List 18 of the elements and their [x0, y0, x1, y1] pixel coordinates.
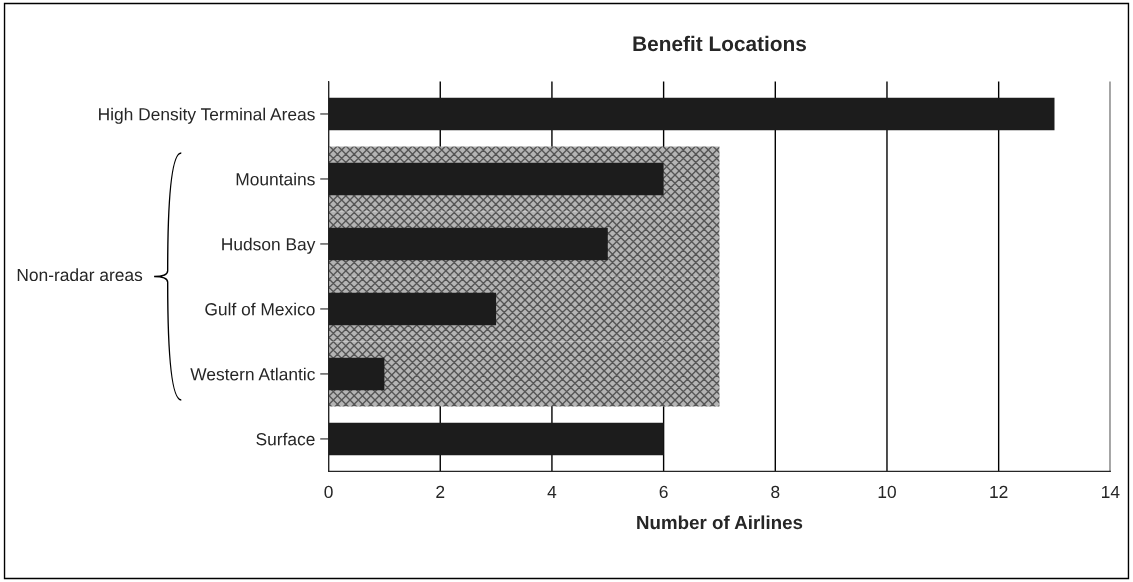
x-tick-label: 12 [990, 485, 1008, 498]
x-tick-label: 10 [878, 485, 896, 499]
y-tick-label: Gulf of Mexico [205, 302, 315, 316]
bar [328, 341, 720, 407]
y-tick-label: Hudson Bay [222, 237, 316, 254]
x-tick-label: 8 [771, 485, 780, 499]
y-tick-label: Western Atlantic [190, 367, 315, 381]
x-tick-label: 6 [659, 485, 668, 499]
x-tick-label: 14 [1102, 485, 1120, 498]
chart-title: Benefit Locations [633, 35, 806, 52]
text: Non-radar areas [17, 268, 143, 282]
x-tick-label: 2 [436, 485, 445, 498]
x-tick-label: 0 [324, 485, 333, 499]
x-axis-title: Number of Airlines [637, 515, 803, 530]
x-tick-label: 4 [547, 485, 557, 498]
y-tick-label: Surface [256, 432, 315, 446]
y-tick-label: Mountains [236, 172, 315, 186]
y-tick-label: High Density Terminal Areas [99, 107, 315, 124]
